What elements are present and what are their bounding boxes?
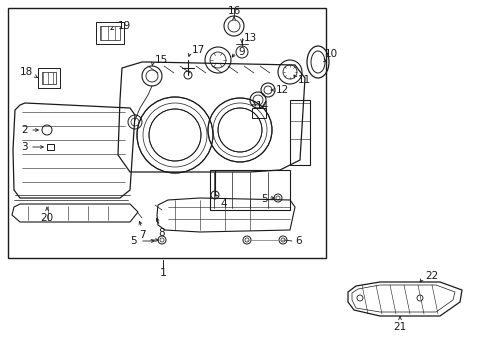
Text: 15: 15 <box>155 55 168 65</box>
Text: 20: 20 <box>41 213 54 223</box>
Text: 4: 4 <box>220 199 226 209</box>
Text: 14: 14 <box>256 101 269 111</box>
Text: 13: 13 <box>244 33 257 43</box>
Text: 22: 22 <box>424 271 437 281</box>
Text: 11: 11 <box>297 75 311 85</box>
Text: 2: 2 <box>21 125 28 135</box>
Text: 1: 1 <box>159 268 166 278</box>
Text: 16: 16 <box>227 6 240 16</box>
Text: 19: 19 <box>118 21 131 31</box>
Text: 12: 12 <box>275 85 289 95</box>
Text: 8: 8 <box>159 228 165 238</box>
Bar <box>100 26 120 40</box>
Text: 5: 5 <box>130 236 137 246</box>
Bar <box>42 72 56 84</box>
Bar <box>47 144 54 150</box>
Bar <box>8 8 325 258</box>
Text: 6: 6 <box>294 236 301 246</box>
Text: 21: 21 <box>392 322 406 332</box>
Text: 3: 3 <box>21 142 28 152</box>
Bar <box>251 108 265 118</box>
Text: 9: 9 <box>238 47 244 57</box>
Text: 10: 10 <box>325 49 337 59</box>
Text: 17: 17 <box>192 45 205 55</box>
Bar <box>38 68 60 88</box>
Bar <box>96 22 124 44</box>
Bar <box>289 100 309 165</box>
Text: 18: 18 <box>20 67 33 77</box>
Text: 7: 7 <box>139 230 145 240</box>
Bar <box>209 170 289 210</box>
Text: 5: 5 <box>261 194 267 204</box>
